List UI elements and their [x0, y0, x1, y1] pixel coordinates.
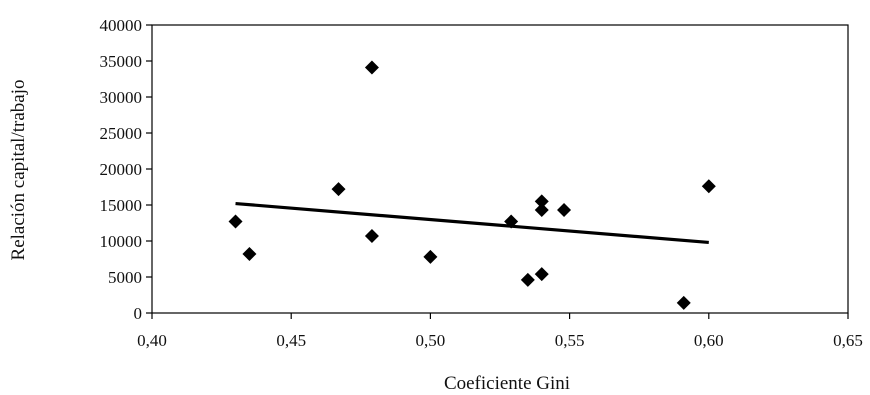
y-tick-label: 25000 [100, 124, 143, 143]
y-axis-ticks: 0 5000 10000 15000 20000 25000 30000 35000 40000 [100, 16, 152, 323]
data-point [504, 214, 519, 229]
data-point [242, 246, 257, 261]
y-tick-label: 5000 [108, 268, 142, 287]
x-axis-ticks: 0,40 0,45 0,50 0,55 0,60 0,65 [137, 313, 863, 350]
data-point [331, 182, 346, 197]
x-axis-title: Coeficiente Gini [444, 373, 570, 394]
data-point [676, 295, 691, 310]
y-tick-label: 10000 [100, 232, 143, 251]
data-point [534, 203, 549, 218]
x-tick-label: 0,60 [694, 331, 724, 350]
y-tick-label: 40000 [100, 16, 143, 35]
axes [151, 24, 849, 314]
data-point [534, 194, 549, 209]
data-point [520, 272, 535, 287]
x-tick-label: 0,50 [416, 331, 446, 350]
y-tick-label: 20000 [100, 160, 143, 179]
data-point [364, 60, 379, 75]
y-tick-label: 0 [134, 304, 143, 323]
y-tick-label: 15000 [100, 196, 143, 215]
data-point [534, 267, 549, 282]
data-points [228, 60, 716, 310]
trendline [235, 201, 709, 245]
y-tick-label: 35000 [100, 52, 143, 71]
plot-frame [151, 24, 849, 314]
x-tick-label: 0,65 [833, 331, 863, 350]
y-tick-label: 30000 [100, 88, 143, 107]
y-axis-title: Relación capital/trabajo [8, 80, 29, 261]
data-point [701, 179, 716, 194]
x-tick-label: 0,40 [137, 331, 167, 350]
data-point [228, 214, 243, 229]
x-tick-label: 0,55 [555, 331, 585, 350]
data-point [557, 203, 572, 218]
data-point [364, 228, 379, 243]
x-tick-label: 0,45 [276, 331, 306, 350]
data-point [423, 249, 438, 264]
trendline-group [235, 201, 709, 245]
